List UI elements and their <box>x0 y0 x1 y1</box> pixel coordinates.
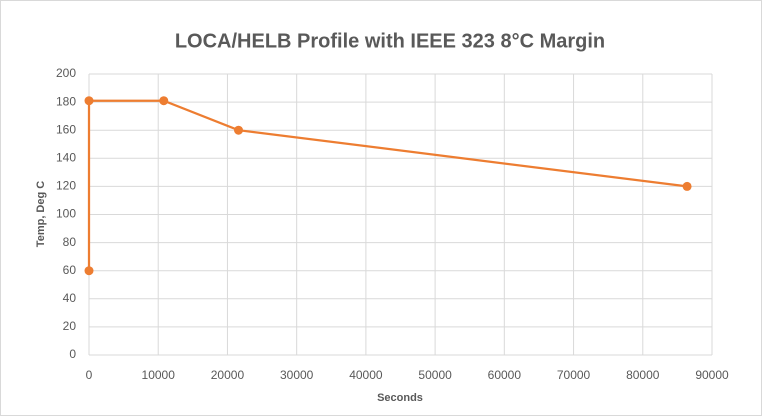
y-tick-label: 80 <box>63 235 77 249</box>
y-tick-label: 0 <box>69 347 76 361</box>
x-tick-label: 60000 <box>488 368 522 382</box>
y-tick-label: 140 <box>56 150 76 164</box>
y-tick-label: 20 <box>63 319 77 333</box>
x-tick-label: 90000 <box>695 368 729 382</box>
x-tick-label: 20000 <box>211 368 245 382</box>
x-tick-label: 80000 <box>626 368 660 382</box>
x-tick-label: 0 <box>86 368 93 382</box>
y-tick-label: 200 <box>56 66 76 80</box>
y-tick-label: 180 <box>56 94 76 108</box>
y-axis-label: Temp, Deg C <box>35 181 47 247</box>
data-point <box>159 96 169 106</box>
x-tick-label: 30000 <box>280 368 314 382</box>
y-tick-label: 100 <box>56 207 76 221</box>
data-point <box>682 181 692 191</box>
data-point <box>84 266 94 276</box>
y-tick-label: 40 <box>63 291 77 305</box>
x-tick-label: 10000 <box>142 368 176 382</box>
x-tick-label: 70000 <box>557 368 591 382</box>
x-tick-label: 40000 <box>349 368 383 382</box>
y-tick-label: 60 <box>63 263 77 277</box>
y-tick-label: 160 <box>56 122 76 136</box>
data-point <box>84 96 94 106</box>
y-tick-label: 120 <box>56 179 76 193</box>
x-axis-label: Seconds <box>377 392 423 404</box>
chart-title: LOCA/HELB Profile with IEEE 323 8°C Marg… <box>175 30 605 52</box>
data-point <box>234 125 244 135</box>
x-tick-label: 50000 <box>418 368 452 382</box>
